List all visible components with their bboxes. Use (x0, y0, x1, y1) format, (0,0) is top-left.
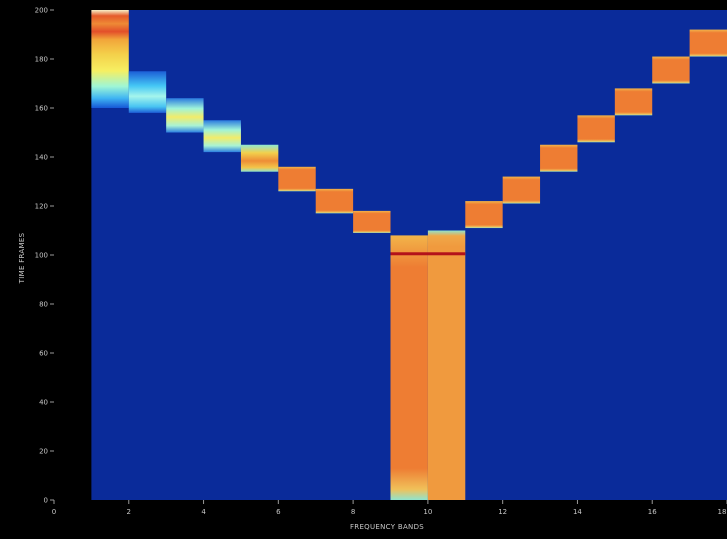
x-tick-label: 2 (127, 508, 131, 516)
annotation-line-0 (390, 252, 466, 256)
y-tick-label: 180 (35, 56, 48, 64)
heatmap-cell-band-10 (427, 230, 466, 500)
y-tick-label: 20 (39, 448, 48, 456)
heatmap-cell-band-6 (278, 166, 316, 192)
heatmap-cell-band-3 (166, 98, 204, 133)
y-tick-label: 160 (35, 105, 48, 113)
x-tick-label: 16 (648, 508, 657, 516)
heatmap-cell-band-15 (614, 88, 653, 116)
heatmap-cells (91, 10, 727, 500)
heatmap-cell-band-1 (91, 10, 129, 108)
x-tick-label: 10 (423, 508, 432, 516)
x-tick-label: 0 (52, 508, 56, 516)
y-tick-label: 140 (35, 154, 48, 162)
x-axis: 0 2 4 6 8 10 12 14 16 18 (52, 500, 727, 516)
y-tick-label: 60 (39, 350, 48, 358)
x-tick-label: 4 (201, 508, 206, 516)
chart-annotations (390, 252, 466, 256)
x-axis-label: FREQUENCY BANDS (350, 523, 424, 531)
x-tick-label: 8 (351, 508, 355, 516)
y-tick-label: 40 (39, 399, 48, 407)
heatmap-cell-band-14 (577, 115, 615, 143)
x-tick-label: 18 (718, 508, 727, 516)
x-tick-label: 14 (573, 508, 582, 516)
heatmap-cell-band-11 (465, 201, 503, 229)
x-tick-label: 6 (276, 508, 281, 516)
heatmap-cell-band-4 (203, 120, 241, 153)
heatmap-cell-band-13 (540, 144, 578, 172)
heatmap-cell-band-5 (240, 144, 279, 172)
y-tick-label: 100 (35, 252, 48, 260)
y-axis: 0 20 40 60 80 100 120 140 160 180 200 (35, 7, 54, 505)
heatmap-cell-band-12 (502, 176, 541, 204)
x-tick-label: 12 (498, 508, 507, 516)
y-tick-label: 0 (44, 497, 48, 505)
heatmap-cell-band-2 (128, 71, 167, 113)
y-tick-label: 120 (35, 203, 48, 211)
heatmap-cell-band-8 (353, 210, 391, 233)
heatmap-cell-band-9 (390, 235, 428, 500)
heatmap-cell-band-16 (652, 56, 690, 84)
heatmap-cell-band-7 (315, 188, 354, 214)
y-tick-label: 200 (35, 7, 48, 15)
heatmap-cell-band-17 (689, 29, 727, 57)
y-axis-label: TIME FRAMES (18, 232, 26, 284)
y-tick-label: 80 (39, 301, 48, 309)
